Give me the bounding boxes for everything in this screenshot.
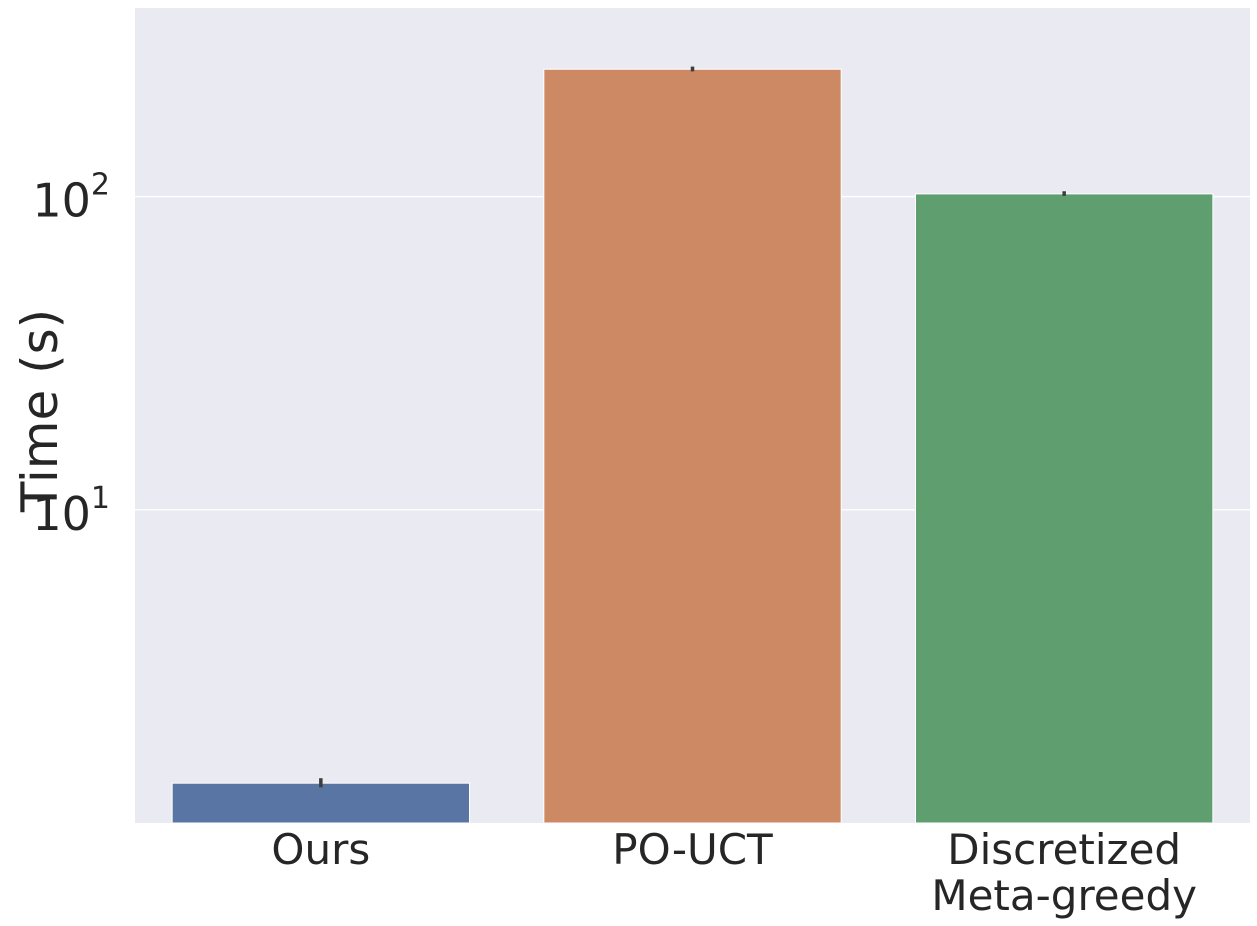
y-tick-labels: 101 102: [32, 168, 110, 541]
y-tick-label: 101: [32, 481, 110, 541]
bar: [171, 782, 471, 824]
bar: [915, 193, 1214, 824]
y-tick-label: 102: [32, 168, 110, 228]
bars: [171, 68, 1214, 824]
y-axis-label: Time (s): [11, 309, 69, 513]
x-tick-label: PO-UCT: [612, 825, 773, 874]
x-tick-labels: Ours PO-UCT Discretized Meta-greedy: [271, 825, 1197, 920]
bar: [543, 68, 842, 824]
x-tick-label: Ours: [271, 825, 370, 874]
x-tick-label: Discretized Meta-greedy: [931, 825, 1197, 920]
error-bars: [319, 66, 1066, 788]
